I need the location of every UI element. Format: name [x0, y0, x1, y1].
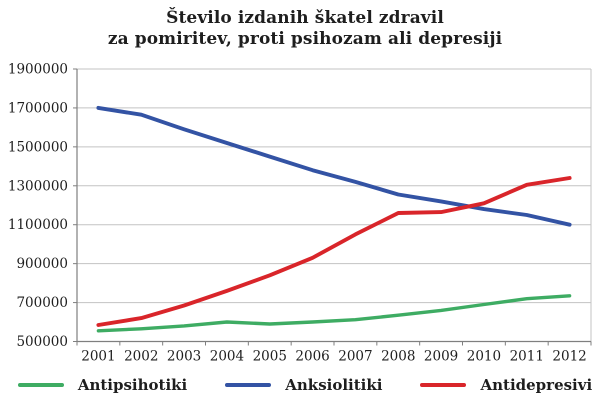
- x-axis-tick-label: 2012: [552, 349, 586, 365]
- chart-title: Število izdanih škatel zdravil za pomiri…: [0, 0, 610, 50]
- x-axis-tick-label: 2005: [253, 349, 287, 365]
- y-axis-tick-label: 900000: [16, 256, 68, 272]
- x-axis-tick-label: 2001: [81, 349, 115, 365]
- series-line-antipsihotiki: [96, 294, 572, 333]
- y-axis-tick-label: 1900000: [8, 62, 68, 78]
- line-chart-plot-area: 500000 700000 900000 1100000 1300000 1500000 1…: [8, 62, 592, 365]
- y-axis-tick-label: 1100000: [8, 217, 68, 233]
- chart-legend: Antipsihotiki Anksiolitiki Antidepresivi: [0, 372, 610, 398]
- y-axis-tick-label: 1500000: [8, 139, 68, 155]
- x-axis-tick-label: 2009: [424, 349, 458, 365]
- legend-item-anksiolitiki: Anksiolitiki: [225, 376, 382, 394]
- x-axis-tick-label: 2002: [124, 349, 158, 365]
- x-axis-tick-label: 2006: [295, 349, 329, 365]
- x-axis-tick-label: 2003: [167, 349, 201, 365]
- legend-label: Anksiolitiki: [285, 376, 383, 394]
- y-axis-tick-label: 1700000: [8, 100, 68, 116]
- legend-line-swatch: [225, 383, 272, 387]
- y-axis-tick-label: 700000: [16, 295, 68, 311]
- x-axis-tick-label: 2004: [210, 349, 244, 365]
- legend-line-swatch: [420, 383, 467, 387]
- x-axis-tick-label: 2007: [338, 349, 372, 365]
- legend-label: Antipsihotiki: [77, 376, 188, 394]
- x-axis-tick-label: 2008: [381, 349, 415, 365]
- legend-item-antidepresivi: Antidepresivi: [420, 376, 592, 394]
- series-line-antidepresivi: [96, 176, 572, 327]
- legend-item-antipsihotiki: Antipsihotiki: [17, 376, 188, 394]
- y-axis-tick-label: 1300000: [8, 178, 68, 194]
- legend-line-swatch: [17, 383, 64, 387]
- x-axis-tick-label: 2010: [467, 349, 501, 365]
- x-axis-tick-label: 2011: [510, 349, 544, 365]
- y-axis-tick-label: 500000: [16, 334, 68, 350]
- legend-label: Antidepresivi: [480, 376, 593, 394]
- chart-title-line2: za pomiritev, proti psihozam ali depresi…: [107, 29, 503, 49]
- chart-title-line1: Število izdanih škatel zdravil: [166, 8, 444, 28]
- series-line-anksiolitiki: [96, 105, 572, 227]
